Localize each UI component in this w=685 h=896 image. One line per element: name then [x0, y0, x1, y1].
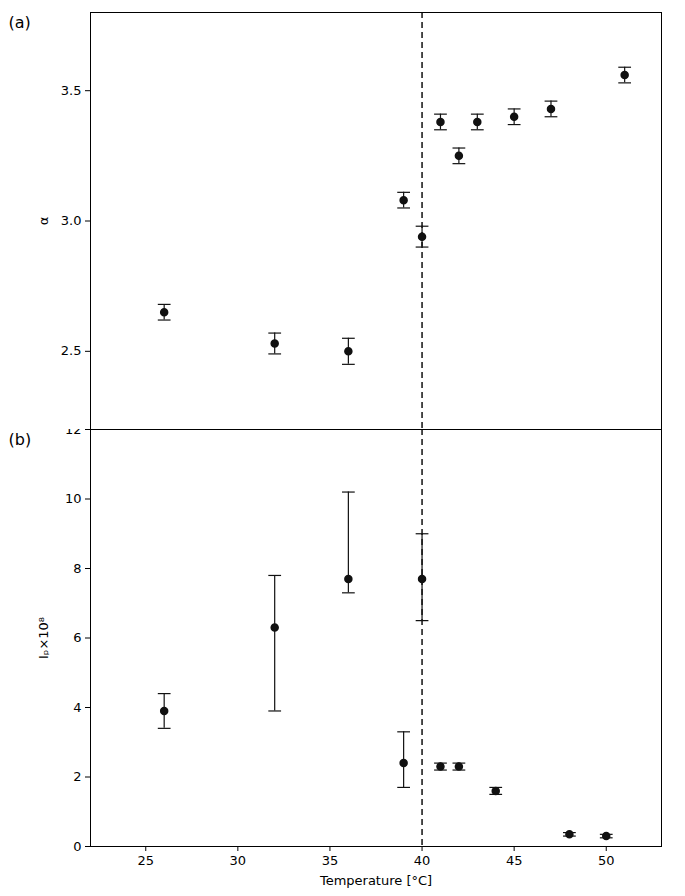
- svg-text:3.0: 3.0: [61, 213, 82, 228]
- svg-text:4: 4: [73, 700, 81, 715]
- svg-text:2.5: 2.5: [61, 343, 82, 358]
- svg-text:Iₚ×10⁸: Iₚ×10⁸: [36, 617, 51, 659]
- svg-text:α: α: [36, 217, 51, 226]
- svg-text:6: 6: [73, 630, 81, 645]
- svg-text:(a): (a): [9, 13, 31, 32]
- svg-text:Temperature [°C]: Temperature [°C]: [319, 873, 432, 888]
- svg-text:10: 10: [65, 491, 82, 506]
- svg-text:0: 0: [73, 839, 81, 854]
- svg-text:(b): (b): [9, 430, 32, 449]
- svg-text:25: 25: [137, 853, 154, 868]
- svg-text:45: 45: [506, 853, 523, 868]
- svg-text:40: 40: [414, 853, 431, 868]
- svg-text:2: 2: [73, 769, 81, 784]
- svg-text:3.5: 3.5: [61, 83, 82, 98]
- svg-text:8: 8: [73, 561, 81, 576]
- svg-text:35: 35: [322, 853, 339, 868]
- svg-text:50: 50: [598, 853, 615, 868]
- svg-text:12: 12: [65, 429, 82, 437]
- svg-text:30: 30: [230, 853, 247, 868]
